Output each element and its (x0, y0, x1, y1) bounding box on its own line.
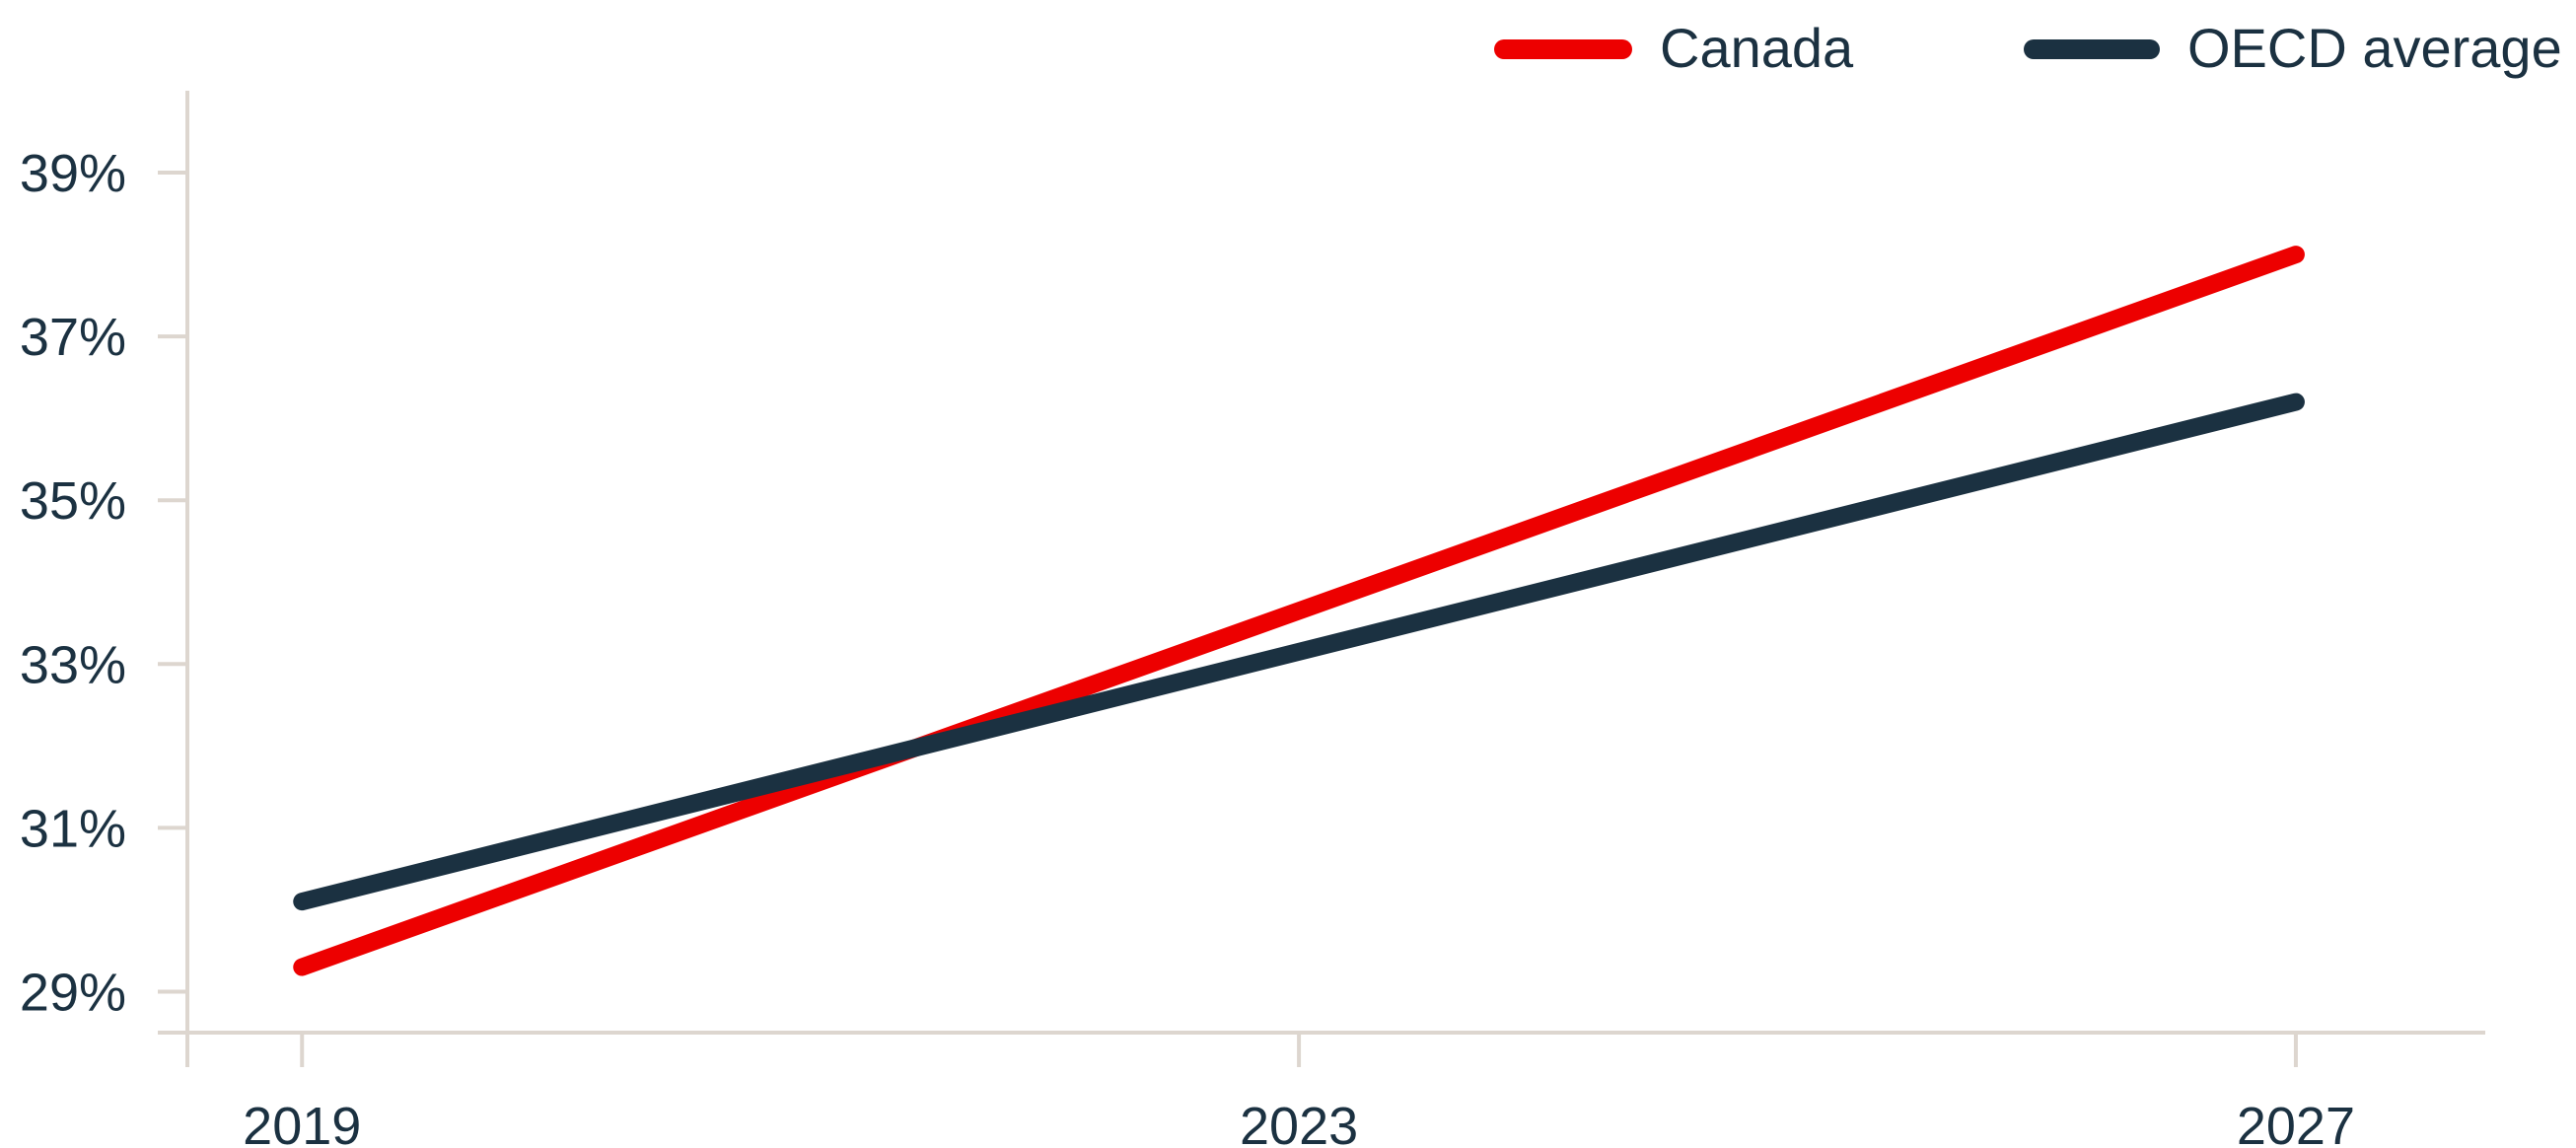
axis-ticks: 29% 31% 33% 35% 37% 39% 2019 2023 2027 (20, 144, 2355, 1148)
axes (158, 91, 2485, 1067)
y-tick-label: 31% (20, 799, 126, 858)
y-tick-label: 39% (20, 144, 126, 203)
x-tick-label: 2027 (2237, 1097, 2355, 1148)
y-tick-label: 37% (20, 308, 126, 367)
y-tick-label: 35% (20, 471, 126, 531)
x-tick-label: 2019 (243, 1097, 361, 1148)
x-tick-label: 2023 (1240, 1097, 1358, 1148)
y-tick-label: 29% (20, 963, 126, 1022)
series-line-oecd-average (293, 393, 2305, 911)
legend: Canada OECD average (1494, 17, 2562, 79)
legend-label-oecd-average: OECD average (2187, 17, 2562, 79)
y-tick-label: 33% (20, 635, 126, 694)
legend-label-canada: Canada (1660, 17, 1854, 79)
series-line-canada (293, 246, 2305, 976)
series-lines (293, 246, 2305, 976)
